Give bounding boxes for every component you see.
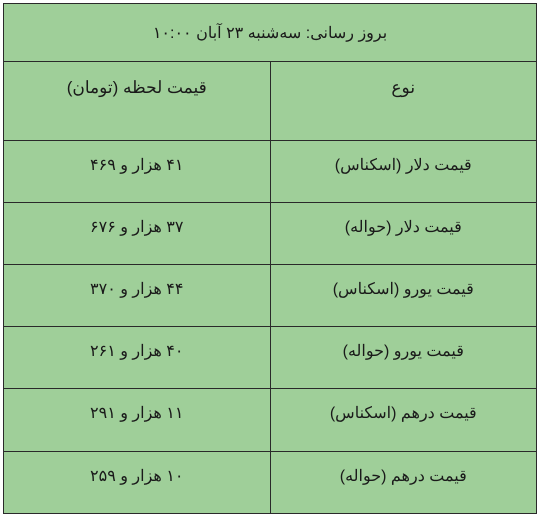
cell-type: قیمت درهم (حواله) (270, 451, 537, 513)
cell-price: ۴۱ هزار و ۴۶۹ (4, 140, 271, 202)
table-row: قیمت درهم (اسکناس) ۱۱ هزار و ۲۹۱ (4, 389, 537, 451)
cell-type: قیمت یورو (حواله) (270, 327, 537, 389)
table-row: قیمت دلار (حواله) ۳۷ هزار و ۶۷۶ (4, 202, 537, 264)
table-row: قیمت درهم (حواله) ۱۰ هزار و ۲۵۹ (4, 451, 537, 513)
cell-price: ۱۱ هزار و ۲۹۱ (4, 389, 271, 451)
table-row: قیمت یورو (حواله) ۴۰ هزار و ۲۶۱ (4, 327, 537, 389)
cell-type: قیمت یورو (اسکناس) (270, 264, 537, 326)
cell-price: ۱۰ هزار و ۲۵۹ (4, 451, 271, 513)
currency-rates-table: بروز رسانی: سه‌شنبه ۲۳ آبان ۱۰:۰۰ نوع قی… (3, 3, 537, 514)
table-row: قیمت یورو (اسکناس) ۴۴ هزار و ۳۷۰ (4, 264, 537, 326)
cell-price: ۴۴ هزار و ۳۷۰ (4, 264, 271, 326)
cell-type: قیمت دلار (اسکناس) (270, 140, 537, 202)
header-type: نوع (270, 62, 537, 140)
table-header-row: نوع قیمت لحظه (تومان) (4, 62, 537, 140)
cell-type: قیمت درهم (اسکناس) (270, 389, 537, 451)
table-title-row: بروز رسانی: سه‌شنبه ۲۳ آبان ۱۰:۰۰ (4, 4, 537, 62)
header-price: قیمت لحظه (تومان) (4, 62, 271, 140)
cell-price: ۳۷ هزار و ۶۷۶ (4, 202, 271, 264)
cell-price: ۴۰ هزار و ۲۶۱ (4, 327, 271, 389)
table-title: بروز رسانی: سه‌شنبه ۲۳ آبان ۱۰:۰۰ (4, 4, 537, 62)
table-row: قیمت دلار (اسکناس) ۴۱ هزار و ۴۶۹ (4, 140, 537, 202)
cell-type: قیمت دلار (حواله) (270, 202, 537, 264)
